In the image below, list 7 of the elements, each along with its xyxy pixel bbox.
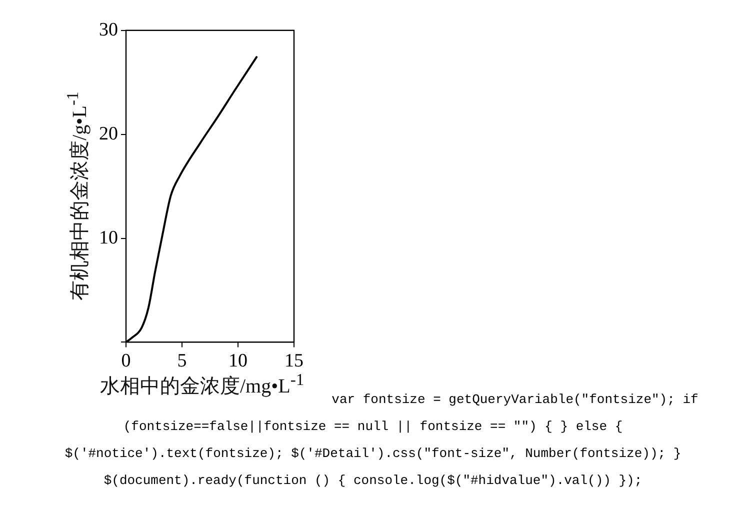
x-tick-label: 10 [228, 350, 248, 372]
x-tick-label: 15 [284, 350, 304, 372]
y-tick-label: 20 [99, 123, 118, 144]
x-tick-label: 5 [177, 350, 187, 372]
y-tick-label: 10 [99, 227, 118, 248]
x-tick-label: 0 [121, 350, 131, 372]
y-tick-label: 30 [99, 19, 118, 40]
